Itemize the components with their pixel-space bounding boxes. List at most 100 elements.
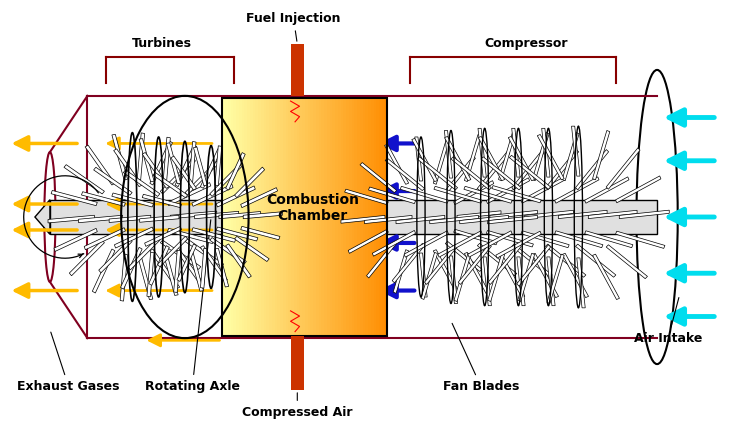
Polygon shape [138,133,144,180]
Bar [362,98,365,336]
Polygon shape [404,231,448,257]
Polygon shape [400,186,448,203]
Polygon shape [168,183,211,206]
Polygon shape [120,247,142,289]
Polygon shape [453,181,494,205]
Polygon shape [508,136,535,181]
Bar [286,98,289,336]
Polygon shape [393,243,425,283]
Polygon shape [147,252,154,297]
Polygon shape [616,176,661,203]
Text: Air Intake: Air Intake [634,298,702,345]
Polygon shape [142,194,181,207]
Polygon shape [478,136,505,181]
Polygon shape [142,152,169,188]
Polygon shape [547,254,564,303]
Polygon shape [393,250,408,293]
Polygon shape [112,135,128,180]
Polygon shape [606,148,640,189]
Polygon shape [616,231,665,248]
Bar [290,44,304,96]
Polygon shape [438,231,482,257]
Polygon shape [575,244,616,277]
Polygon shape [226,244,251,278]
Polygon shape [496,231,541,258]
Bar [379,98,382,336]
Polygon shape [512,244,552,277]
Polygon shape [195,211,238,219]
Polygon shape [177,244,196,282]
Polygon shape [429,215,478,224]
Polygon shape [385,158,425,191]
Bar [225,98,229,336]
Polygon shape [451,157,491,190]
Bar [316,98,319,336]
Polygon shape [457,211,501,219]
Bar [266,98,269,336]
Polygon shape [241,227,280,240]
Polygon shape [593,131,610,180]
Polygon shape [215,146,222,186]
Polygon shape [478,128,487,177]
Polygon shape [160,158,196,194]
Bar [371,98,374,336]
Polygon shape [532,253,559,298]
Polygon shape [144,227,181,247]
Polygon shape [189,141,196,184]
Polygon shape [193,147,208,186]
Polygon shape [215,248,229,287]
Polygon shape [575,150,608,190]
Polygon shape [185,161,219,195]
Polygon shape [158,236,187,267]
Bar [382,98,385,336]
Bar [368,98,371,336]
Polygon shape [210,237,247,264]
Polygon shape [360,163,396,193]
Polygon shape [499,253,525,298]
Bar [374,98,377,336]
Polygon shape [465,135,481,182]
Bar [349,98,352,336]
Polygon shape [555,231,603,248]
Text: Compressed Air: Compressed Air [242,393,353,419]
Bar [250,98,253,336]
Bar [384,98,388,336]
Polygon shape [541,128,550,177]
Bar [354,98,357,336]
Polygon shape [372,230,416,256]
Polygon shape [445,241,482,271]
Bar [277,98,280,336]
Polygon shape [200,149,221,188]
Bar [241,98,245,336]
Polygon shape [487,230,533,247]
Polygon shape [606,245,647,279]
Polygon shape [588,210,637,219]
Bar [274,98,277,336]
Bar [302,98,305,336]
Polygon shape [584,231,633,248]
Polygon shape [368,187,416,204]
Polygon shape [454,253,471,302]
Text: Fan Blades: Fan Blades [443,323,519,393]
Polygon shape [150,141,172,185]
Polygon shape [562,132,579,181]
Bar [327,98,330,336]
Bar [228,98,231,336]
Polygon shape [64,164,105,194]
Polygon shape [499,132,515,181]
Polygon shape [384,144,408,184]
Polygon shape [445,156,475,193]
Polygon shape [545,244,586,277]
Polygon shape [171,211,217,219]
Polygon shape [517,253,535,302]
Bar [269,98,272,336]
Polygon shape [51,191,97,206]
Text: Compressor: Compressor [484,37,568,50]
Polygon shape [163,252,178,296]
Polygon shape [99,239,132,273]
Bar [308,98,311,336]
Text: Rotating Axle: Rotating Axle [145,220,240,393]
Polygon shape [48,215,95,223]
Ellipse shape [44,152,56,282]
Polygon shape [572,126,580,176]
